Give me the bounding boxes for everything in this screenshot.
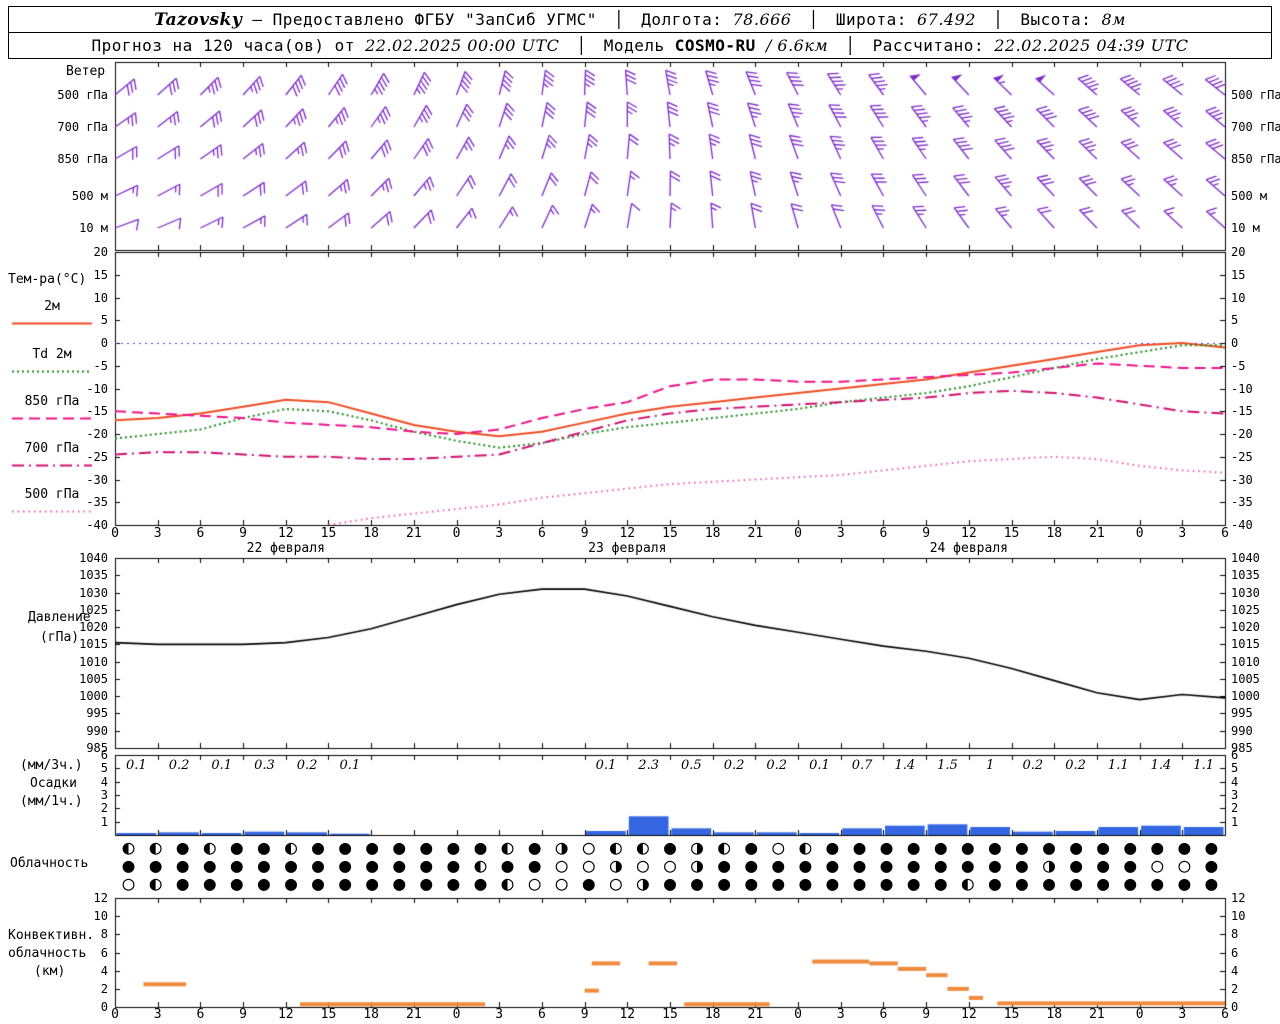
calc-time: 22.02.2025 04:39 UTC bbox=[994, 36, 1189, 55]
precip-title: Осадки bbox=[30, 776, 77, 791]
pressure-label: Давление bbox=[28, 610, 91, 625]
convective-unit-label: (км) bbox=[34, 964, 66, 979]
longitude-value: 78.666 bbox=[732, 10, 792, 29]
convective-title-1: Конвективн. bbox=[8, 928, 95, 943]
wind-panel-title: Ветер bbox=[66, 64, 106, 79]
separator: │ bbox=[993, 10, 1004, 29]
separator: │ bbox=[576, 36, 587, 55]
forecast-prefix: Прогноз на 120 часа(ов) от bbox=[91, 36, 355, 55]
separator: │ bbox=[808, 10, 819, 29]
latitude-value: 67.492 bbox=[916, 10, 976, 29]
provider-text: — Предоставлено ФГБУ "ЗапСиб УГМС" bbox=[252, 10, 597, 29]
model-label: Модель bbox=[603, 36, 665, 55]
title-bar: Tazovsky — Предоставлено ФГБУ "ЗапСиб УГ… bbox=[8, 6, 1272, 33]
precip-3h-label: (мм/3ч.) bbox=[20, 758, 83, 773]
cloudiness-title: Облачность bbox=[10, 856, 89, 871]
precip-1h-label: (мм/1ч.) bbox=[20, 794, 83, 809]
station-name: Tazovsky bbox=[154, 10, 243, 30]
calc-label: Рассчитано: bbox=[872, 36, 985, 55]
altitude-label: Высота: bbox=[1020, 10, 1092, 29]
forecast-info-bar: Прогноз на 120 часа(ов) от 22.02.2025 00… bbox=[8, 32, 1272, 59]
latitude-label: Широта: bbox=[835, 10, 907, 29]
separator: │ bbox=[614, 10, 625, 29]
temp-panel-title: Тем-ра(°C) bbox=[8, 272, 87, 287]
run-time: 22.02.2025 00:00 UTC bbox=[365, 36, 560, 55]
convective-title-2: облачность bbox=[8, 946, 87, 961]
model-resolution: / 6.6км bbox=[765, 36, 829, 55]
altitude-value: 8м bbox=[1101, 10, 1126, 29]
pressure-unit-label: (гПа) bbox=[40, 630, 80, 645]
model-name: COSMO-RU bbox=[674, 36, 756, 55]
longitude-label: Долгота: bbox=[641, 10, 723, 29]
separator: │ bbox=[845, 36, 856, 55]
